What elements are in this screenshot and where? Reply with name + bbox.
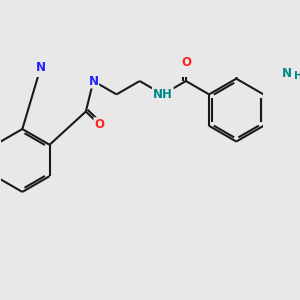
- Text: N: N: [282, 67, 292, 80]
- Text: N: N: [88, 74, 98, 88]
- Text: N: N: [35, 61, 46, 74]
- Text: NH: NH: [153, 88, 173, 101]
- Text: H: H: [294, 71, 300, 81]
- Text: O: O: [94, 118, 104, 131]
- Text: O: O: [181, 56, 191, 69]
